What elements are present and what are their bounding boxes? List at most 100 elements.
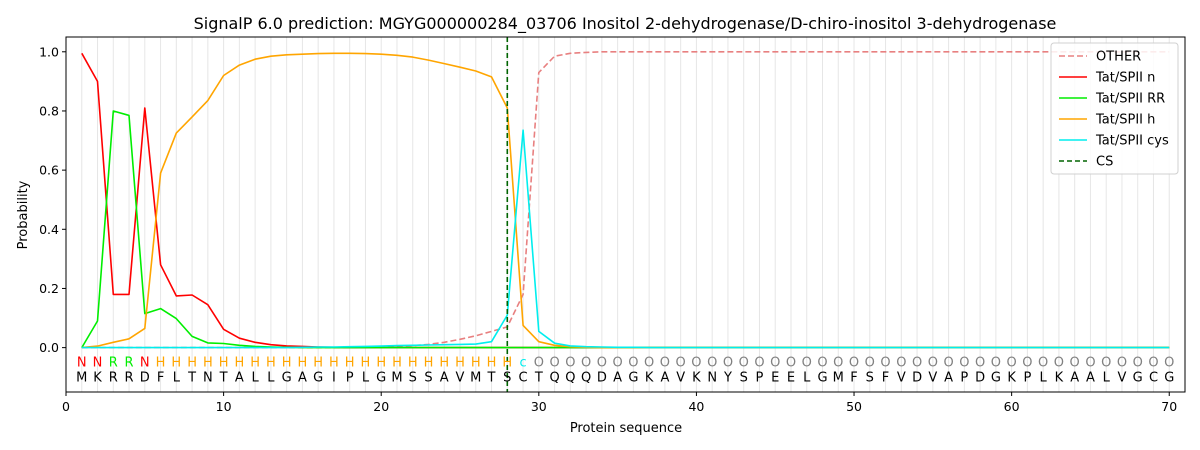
region-label: O <box>1007 356 1017 371</box>
residue-label: A <box>440 371 449 386</box>
region-label: O <box>928 356 938 371</box>
residue-label: G <box>1164 371 1174 386</box>
y-axis-label: Probability <box>16 180 31 249</box>
sequence-annotation: NMNKRRRRNDHFHLHTHNHTHAHLHLHGHAHGHIHPHLHG… <box>76 356 1174 386</box>
legend-label: CS <box>1096 155 1113 170</box>
legend-label: Tat/SPII h <box>1095 113 1155 128</box>
residue-label: P <box>1023 371 1031 386</box>
region-label: O <box>754 356 764 371</box>
residue-label: V <box>928 371 937 386</box>
residue-label: C <box>1149 371 1158 386</box>
region-label: O <box>817 356 827 371</box>
residue-label: F <box>882 371 889 386</box>
residue-label: L <box>362 371 370 386</box>
region-label: N <box>140 356 150 371</box>
region-label: H <box>219 356 229 371</box>
region-label: O <box>912 356 922 371</box>
region-label: O <box>739 356 749 371</box>
residue-label: N <box>707 371 717 386</box>
residue-label: L <box>173 371 181 386</box>
x-tick-label: 50 <box>846 399 862 414</box>
region-label: O <box>581 356 591 371</box>
series-line-tat-spii-n <box>81 52 1170 349</box>
residue-label: A <box>613 371 622 386</box>
region-label: O <box>786 356 796 371</box>
chart-title: SignalP 6.0 prediction: MGYG000000284_03… <box>194 14 1057 34</box>
region-label: H <box>361 356 371 371</box>
region-label: H <box>298 356 308 371</box>
region-label: O <box>1101 356 1111 371</box>
region-label: H <box>282 356 292 371</box>
x-tick-label: 40 <box>688 399 704 414</box>
residue-label: T <box>534 371 543 386</box>
residue-label: K <box>692 371 701 386</box>
region-label: H <box>408 356 418 371</box>
region-label: O <box>1038 356 1048 371</box>
residue-label: R <box>125 371 134 386</box>
residue-label: L <box>1040 371 1048 386</box>
residue-label: D <box>140 371 150 386</box>
residue-label: Q <box>565 371 575 386</box>
x-tick-label: 70 <box>1161 399 1177 414</box>
x-axis-label: Protein sequence <box>570 421 682 436</box>
residue-label: F <box>850 371 857 386</box>
residue-label: L <box>252 371 260 386</box>
residue-label: P <box>346 371 354 386</box>
residue-label: K <box>1055 371 1064 386</box>
region-label: O <box>1148 356 1158 371</box>
region-label: H <box>313 356 323 371</box>
plot-area <box>81 37 1170 392</box>
region-label: O <box>1022 356 1032 371</box>
grid-lines <box>81 37 1170 392</box>
residue-label: F <box>157 371 164 386</box>
region-label: O <box>691 356 701 371</box>
residue-label: G <box>376 371 386 386</box>
region-label: O <box>896 356 906 371</box>
axes-frame <box>65 36 1186 393</box>
region-label: H <box>171 356 181 371</box>
y-tick-label: 1.0 <box>39 44 59 59</box>
residue-label: S <box>740 371 748 386</box>
region-label: O <box>723 356 733 371</box>
region-label: O <box>1085 356 1095 371</box>
residue-label: M <box>470 371 481 386</box>
region-label: O <box>1117 356 1127 371</box>
residue-label: S <box>866 371 874 386</box>
region-label: H <box>455 356 465 371</box>
residue-label: V <box>1118 371 1127 386</box>
region-label: H <box>250 356 260 371</box>
region-label: H <box>156 356 166 371</box>
series-line-tat-spii-h <box>81 52 1170 349</box>
residue-label: R <box>109 371 118 386</box>
residue-label: D <box>912 371 922 386</box>
x-tick-label: 60 <box>1004 399 1020 414</box>
region-label: H <box>502 356 512 371</box>
residue-label: M <box>833 371 844 386</box>
region-label: H <box>345 356 355 371</box>
region-label: O <box>1133 356 1143 371</box>
residue-label: L <box>1103 371 1111 386</box>
region-label: O <box>833 356 843 371</box>
region-label: H <box>203 356 213 371</box>
region-label: O <box>549 356 559 371</box>
residue-label: Q <box>549 371 559 386</box>
region-label: H <box>187 356 197 371</box>
y-tick-label: 0.6 <box>39 163 59 178</box>
residue-label: S <box>503 371 511 386</box>
region-label: H <box>329 356 339 371</box>
region-label: H <box>234 356 244 371</box>
region-label: R <box>125 356 134 371</box>
region-label: O <box>802 356 812 371</box>
residue-label: L <box>267 371 275 386</box>
residue-label: V <box>676 371 685 386</box>
region-label: O <box>534 356 544 371</box>
residue-label: G <box>628 371 638 386</box>
region-label: O <box>676 356 686 371</box>
residue-label: K <box>93 371 102 386</box>
x-tick-label: 30 <box>531 399 547 414</box>
residue-label: G <box>282 371 292 386</box>
legend-box <box>1050 42 1179 175</box>
region-label: O <box>975 356 985 371</box>
series-line-other <box>81 50 1170 349</box>
